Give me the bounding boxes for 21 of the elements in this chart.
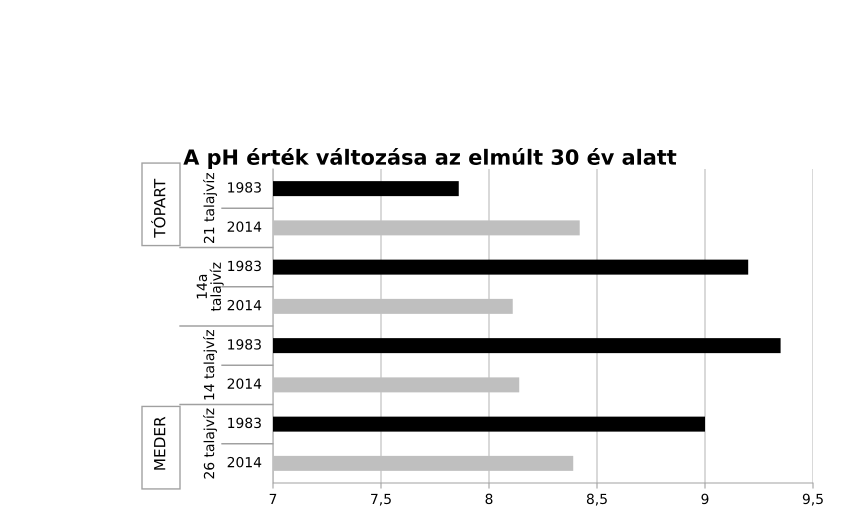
x-tick-label: 9: [701, 494, 708, 504]
text: 21 talajvíz: [203, 173, 217, 244]
y-tick-label: 1983: [228, 182, 261, 193]
y-tick-label: 1983: [228, 418, 261, 428]
text: 14 talajvíz: [203, 330, 217, 400]
y-tick-label: 2014: [228, 456, 262, 468]
y-tick-label: 2014: [228, 378, 262, 389]
x-tick-label: 7,5: [371, 494, 391, 506]
x-tick-label: 8,5: [586, 494, 607, 506]
text: TÓPART: [151, 178, 166, 238]
x-tick-label: 8: [486, 494, 492, 504]
x-tick-label: 7: [270, 494, 276, 504]
y-tick-label: 1983: [228, 339, 261, 350]
text: 14a talajvíz: [196, 262, 224, 312]
text: MEDER: [154, 416, 166, 470]
y-tick-label: 2014: [228, 221, 262, 232]
text: 26 talajvíz: [203, 408, 217, 479]
y-tick-label: 2014: [228, 300, 262, 310]
x-tick-label: 9,5: [802, 494, 823, 506]
chart-title: A pH érték változása az elmúlt 30 év alatt: [183, 148, 676, 169]
y-tick-label: 1983: [228, 260, 261, 272]
